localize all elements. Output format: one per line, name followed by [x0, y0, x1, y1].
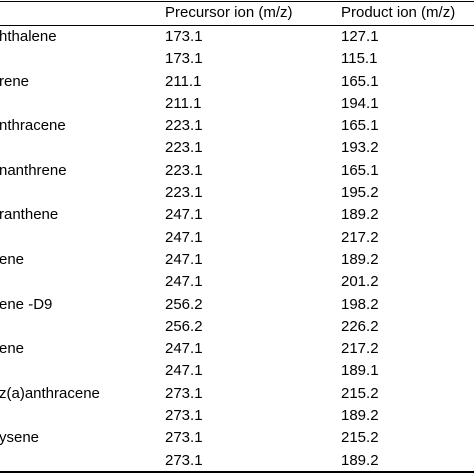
- table-row: 256.2 226.2: [0, 316, 474, 338]
- precursor-ion-cell: 247.1: [165, 206, 203, 224]
- precursor-ion-cell: 273.1: [165, 429, 203, 447]
- precursor-ion-cell: 247.1: [165, 228, 203, 246]
- table-row: nthracene 223.1 165.1: [0, 115, 474, 137]
- precursor-ion-cell: 256.2: [165, 295, 203, 313]
- product-ion-cell: 189.2: [341, 451, 379, 469]
- table-header-row: Precursor ion (m/z) Product ion (m/z): [0, 2, 474, 25]
- table-header-rule: [0, 25, 474, 26]
- product-ion-cell: 165.1: [341, 117, 379, 135]
- table-row: ene 247.1 189.2: [0, 249, 474, 271]
- product-ion-cell: 217.2: [341, 228, 379, 246]
- product-ion-cell: 165.1: [341, 161, 379, 179]
- compound-cell: rene: [0, 72, 30, 90]
- precursor-ion-cell: 256.2: [165, 317, 203, 335]
- product-ion-cell: 194.1: [341, 94, 379, 112]
- product-ion-cell: 201.2: [341, 273, 379, 291]
- compound-cell: ene: [0, 340, 25, 358]
- table-row: 211.1 194.1: [0, 93, 474, 115]
- table-top-rule: [0, 1, 474, 2]
- table-row: nanthrene 223.1 165.1: [0, 160, 474, 182]
- product-ion-cell: 189.1: [341, 362, 379, 380]
- precursor-ion-cell: 247.1: [165, 250, 203, 268]
- precursor-ion-cell: 211.1: [165, 94, 202, 112]
- compound-cell: ene: [0, 250, 25, 268]
- product-ion-cell: 198.2: [341, 295, 379, 313]
- precursor-ion-cell: 223.1: [165, 139, 203, 157]
- precursor-ion-cell: 247.1: [165, 273, 203, 291]
- table-row: ene -D9 256.2 198.2: [0, 294, 474, 316]
- compound-cell: nthracene: [0, 117, 66, 135]
- precursor-ion-cell: 223.1: [165, 184, 203, 202]
- precursor-ion-cell: 273.1: [165, 451, 203, 469]
- precursor-ion-cell: 247.1: [165, 362, 203, 380]
- compound-cell: ranthene: [0, 206, 59, 224]
- precursor-ion-cell: 273.1: [165, 407, 203, 425]
- product-ion-cell: 165.1: [341, 72, 379, 90]
- table-row: z(a)anthracene 273.1 215.2: [0, 383, 474, 405]
- table-row: ranthene 247.1 189.2: [0, 204, 474, 226]
- table-row: 247.1 189.1: [0, 360, 474, 382]
- product-ion-cell: 115.1: [341, 50, 378, 68]
- table-row: ene 247.1 217.2: [0, 338, 474, 360]
- product-ion-cell: 215.2: [341, 429, 379, 447]
- table-row: 223.1 193.2: [0, 137, 474, 159]
- compound-cell: z(a)anthracene: [0, 384, 100, 402]
- precursor-ion-cell: 273.1: [165, 384, 203, 402]
- precursor-ion-cell: 211.1: [165, 72, 202, 90]
- product-ion-cell: 226.2: [341, 317, 379, 335]
- table-row: 273.1 189.2: [0, 450, 474, 472]
- table-body: hthalene 173.1 127.1 173.1 115.1 rene 211.1 165…: [0, 26, 474, 472]
- product-ion-cell: 127.1: [341, 28, 379, 45]
- compound-cell: ysene: [0, 429, 40, 447]
- header-product-ion: Product ion (m/z): [341, 4, 456, 21]
- table-row: ysene 273.1 215.2: [0, 427, 474, 449]
- product-ion-cell: 215.2: [341, 384, 379, 402]
- product-ion-cell: 193.2: [341, 139, 379, 157]
- precursor-ion-cell: 247.1: [165, 340, 203, 358]
- header-precursor-ion: Precursor ion (m/z): [165, 4, 293, 21]
- compound-cell: nanthrene: [0, 161, 67, 179]
- product-ion-cell: 189.2: [341, 250, 379, 268]
- table-row: 223.1 195.2: [0, 182, 474, 204]
- table-row: hthalene 173.1 127.1: [0, 26, 474, 48]
- product-ion-cell: 189.2: [341, 206, 379, 224]
- table-row: 247.1 217.2: [0, 227, 474, 249]
- precursor-ion-cell: 173.1: [165, 50, 203, 68]
- compound-cell: ene -D9: [0, 295, 53, 313]
- precursor-ion-cell: 223.1: [165, 117, 203, 135]
- table-bottom-rule: [0, 471, 474, 473]
- table-row: 273.1 189.2: [0, 405, 474, 427]
- product-ion-cell: 189.2: [341, 407, 379, 425]
- product-ion-cell: 195.2: [341, 184, 379, 202]
- table-row: 247.1 201.2: [0, 271, 474, 293]
- precursor-ion-cell: 223.1: [165, 161, 203, 179]
- precursor-ion-cell: 173.1: [165, 28, 203, 45]
- table-row: 173.1 115.1: [0, 48, 474, 70]
- table-row: rene 211.1 165.1: [0, 71, 474, 93]
- compound-cell: hthalene: [0, 28, 57, 45]
- product-ion-cell: 217.2: [341, 340, 379, 358]
